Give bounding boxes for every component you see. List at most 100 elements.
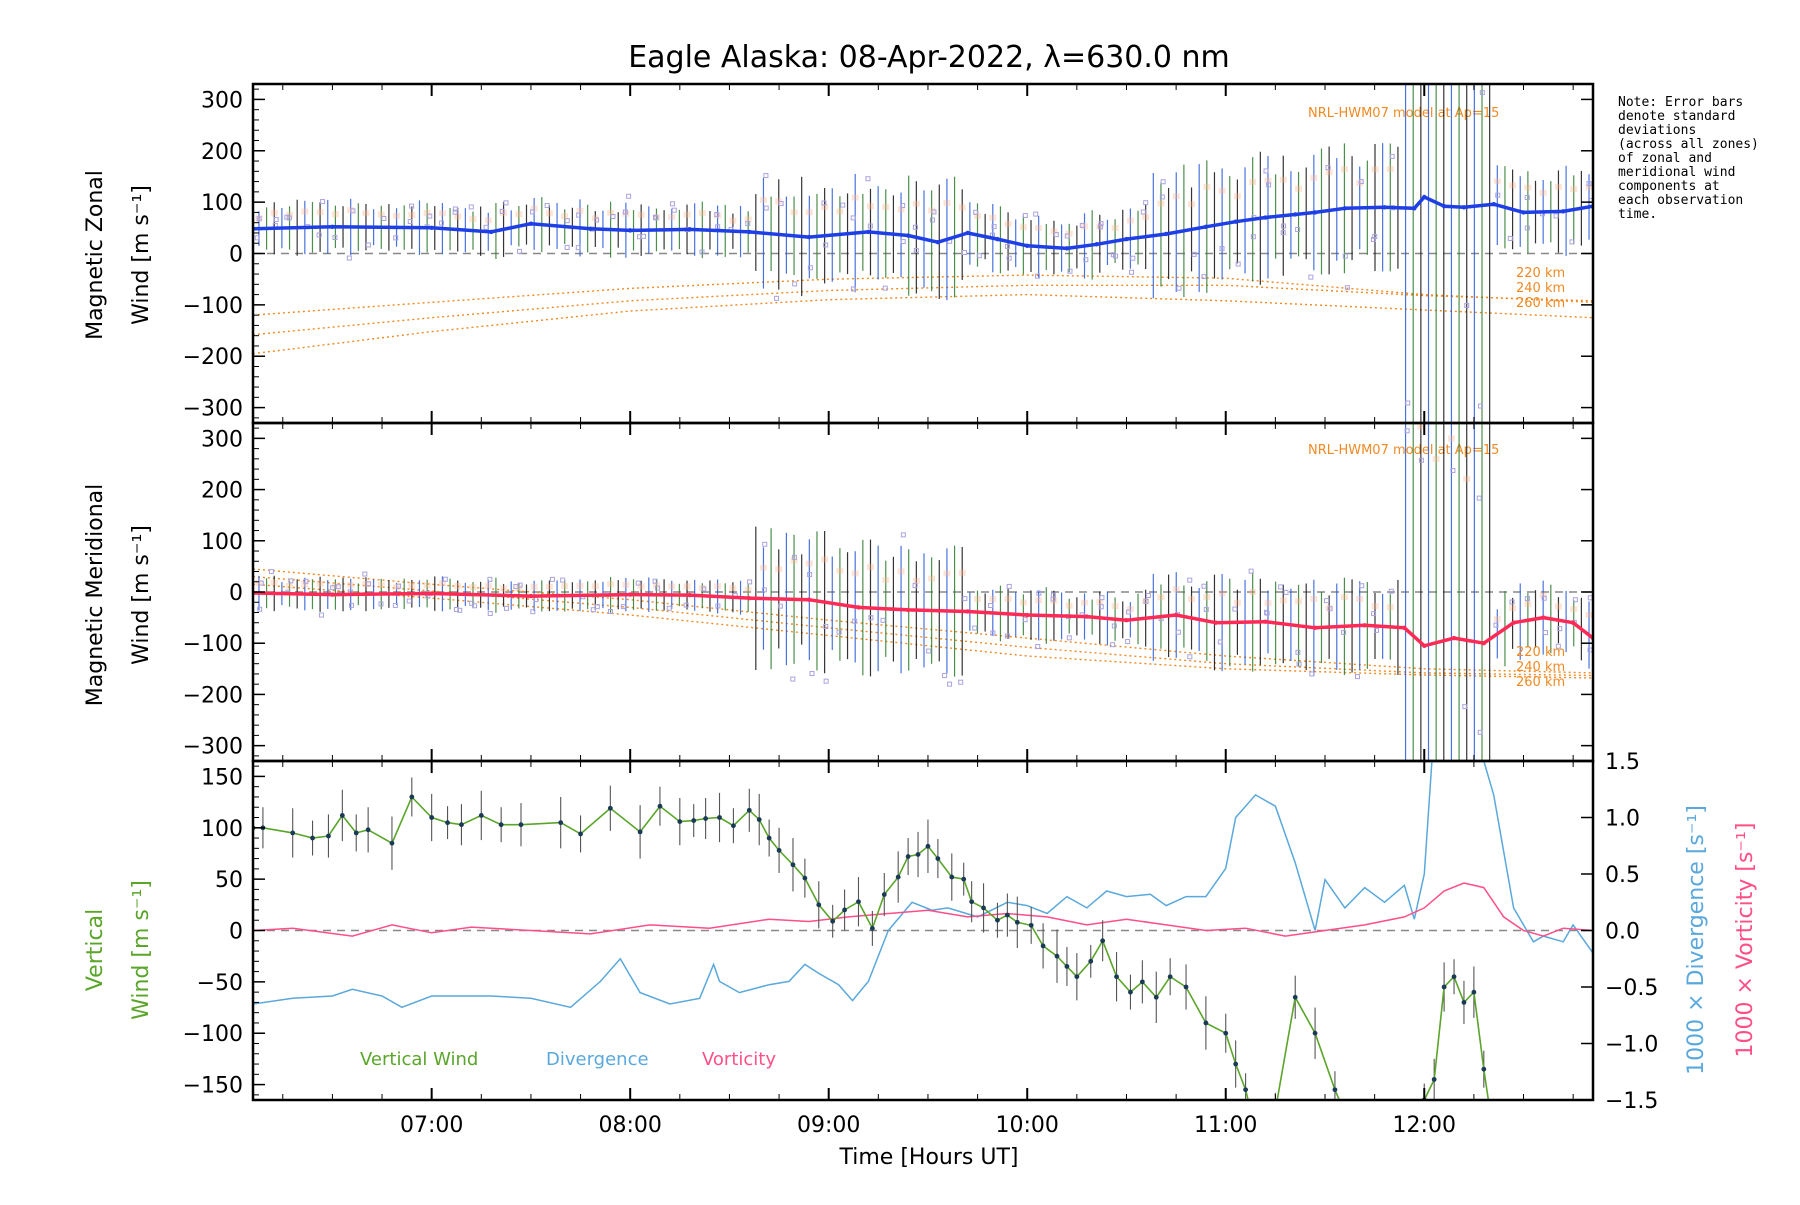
zone-point [1418, 457, 1424, 463]
mean-wind-point [1312, 210, 1318, 215]
zone-shade [1096, 599, 1104, 606]
y-tick-label: −100 [183, 1022, 243, 1047]
zone-shade [1081, 599, 1089, 606]
zone-shade [1386, 604, 1394, 611]
zone-point [1355, 674, 1361, 680]
zone-shade [1096, 223, 1104, 230]
y2-tick-label: 1.5 [1605, 750, 1640, 775]
zone-point [409, 203, 415, 209]
zone-shade [423, 209, 431, 216]
zone-shade [1493, 616, 1501, 623]
zone-shade [438, 210, 446, 217]
zone-point [763, 205, 769, 211]
vertical-wind-point [657, 803, 663, 809]
zone-shade [1433, 13, 1440, 19]
zone-point [487, 576, 493, 582]
vertical-wind-point [1481, 1066, 1487, 1072]
zone-point [1463, 961, 1467, 965]
vertical-wind-point [1167, 974, 1173, 980]
zone-point [1263, 168, 1269, 174]
vertical-wind-point [895, 874, 901, 880]
zone-shade [989, 214, 997, 221]
mean-wind-point [1342, 206, 1348, 211]
legend-vertical: Vertical Wind [360, 1049, 478, 1070]
zone-shade [1111, 224, 1119, 231]
mean-wind-line [253, 195, 1593, 251]
zone-shade [484, 582, 492, 589]
vertical-wind-point [717, 815, 722, 820]
zone-point [1079, 222, 1085, 228]
zone-point [286, 215, 292, 221]
zone-point [1358, 179, 1364, 185]
mean-wind-point [330, 224, 335, 229]
zone-point [1110, 252, 1116, 258]
zone-shade [851, 194, 859, 201]
zone-shade [683, 211, 691, 218]
zone-shade [331, 582, 339, 589]
mean-wind-point [1084, 614, 1089, 619]
zone-shade [1050, 228, 1058, 235]
zone-shade [958, 204, 966, 211]
zone-shade [958, 569, 966, 576]
zone-point [320, 199, 326, 205]
zone-shade [1142, 214, 1150, 221]
note-line: of zonal and [1618, 151, 1712, 166]
zone-point [1219, 246, 1225, 252]
zone-point [931, 209, 937, 215]
vertical-wind-point [1233, 1061, 1239, 1067]
zone-shade [897, 206, 905, 213]
mean-wind-point [528, 593, 534, 599]
mean-wind-line [253, 591, 1593, 648]
zone-point [790, 676, 796, 682]
zone-point [1143, 598, 1149, 604]
zone-shade [469, 216, 477, 223]
mean-wind-point [1461, 205, 1467, 210]
zone-point [1264, 610, 1270, 616]
zone-point [1064, 233, 1070, 239]
model-curve-240km [253, 284, 1593, 336]
zone-shade [1004, 595, 1012, 602]
zone-shade [1325, 169, 1333, 176]
vertical-wind-point [1292, 994, 1298, 1000]
zone-point [350, 208, 356, 214]
zone-point [1006, 255, 1012, 261]
zone-shade [500, 585, 508, 592]
zone-point [1359, 583, 1365, 589]
zone-shade [1035, 597, 1043, 604]
zone-shade [1524, 184, 1532, 191]
vorticity-line [253, 882, 1593, 937]
zone-shade [912, 577, 920, 584]
zone-point [850, 215, 856, 221]
zone-point [1283, 589, 1289, 595]
meridional-model-label: NRL-HWM07 model at Ap=15 [1308, 443, 1499, 458]
zone-point [715, 224, 721, 230]
mean-wind-point [1422, 643, 1427, 648]
mean-wind-point [1233, 219, 1238, 224]
zone-shade [729, 585, 737, 592]
zone-shade [1218, 590, 1226, 597]
zone-shade [668, 583, 676, 590]
model-height-label: 260 km [1516, 296, 1565, 311]
zone-shade [882, 576, 890, 583]
mean-wind-point [1064, 246, 1070, 251]
meridional-ylabel-line2: Wind [m s⁻¹] [129, 525, 154, 665]
mean-wind-point [1173, 612, 1179, 618]
zone-point [1217, 639, 1223, 645]
vertical-wind-point [790, 862, 796, 868]
zone-shade [1157, 594, 1165, 601]
vertical-ylabel-2: Wind [m s⁻¹] [129, 880, 154, 1020]
vertical-wind-point [1064, 964, 1070, 969]
zone-shade [1539, 592, 1547, 599]
vertical-wind-point [1332, 1087, 1338, 1093]
meridional-ylabel-2: Wind [m s⁻¹] [129, 525, 154, 665]
zone-shade [1509, 182, 1517, 189]
zone-shade [1554, 603, 1562, 610]
zone-shade [744, 216, 752, 223]
zone-point [1478, 403, 1484, 409]
zone-point [564, 244, 570, 250]
vertical-wind-point [915, 852, 921, 857]
zone-point [620, 604, 626, 610]
x-tick-label: 09:00 [797, 1113, 860, 1138]
zone-shade [347, 581, 355, 588]
vertical-wind-point [935, 856, 941, 861]
